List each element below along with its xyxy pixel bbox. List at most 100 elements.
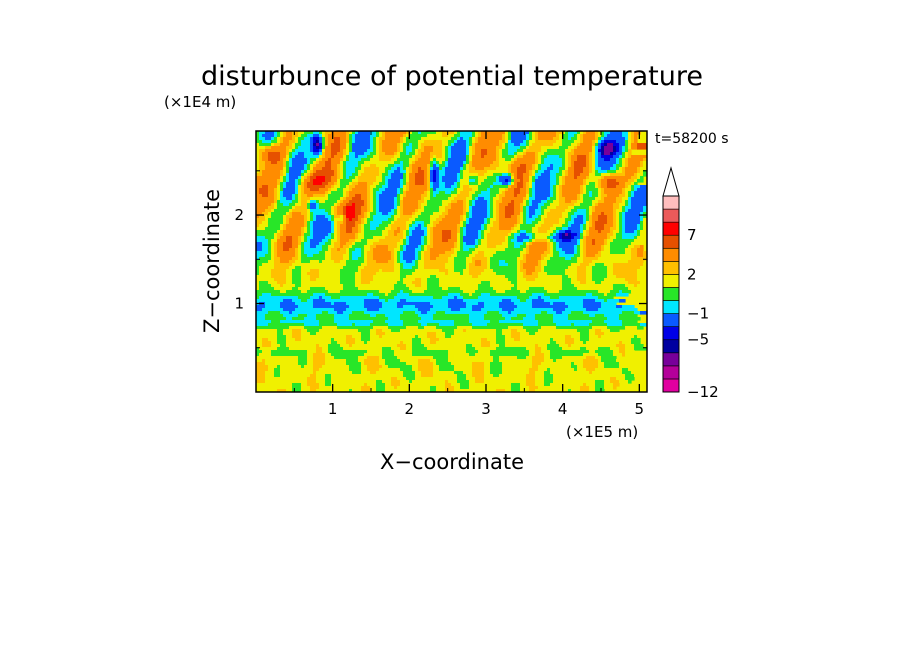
contour-cell [292,152,299,156]
contour-cell [454,323,473,327]
contour-cell [559,197,566,201]
contour-cell [421,248,425,252]
contour-cell [325,380,332,384]
contour-cell [262,308,284,312]
contour-cell [397,209,401,213]
contour-cell [442,167,446,171]
contour-cell [547,206,557,210]
contour-cell [286,335,293,339]
contour-cell [256,317,266,321]
contour-cell [568,233,572,237]
contour-cell [271,251,275,255]
contour-cell [286,317,293,321]
contour-cell [436,332,446,336]
contour-cell [370,338,413,342]
x-tick-label: 4 [558,400,568,418]
contour-cell [400,161,404,165]
contour-cell [523,155,536,159]
contour-cell [415,335,419,339]
contour-cell [406,167,410,171]
contour-cell [598,335,602,339]
contour-cell [493,356,500,360]
contour-cell [517,176,524,180]
contour-cell [589,338,632,342]
contour-cell [421,152,431,156]
contour-cell [589,389,596,392]
contour-cell [553,320,593,324]
contour-cell [361,239,368,243]
contour-cell [604,383,614,387]
contour-cell [451,200,458,204]
contour-cell [376,386,386,390]
contour-cell [529,353,536,357]
contour-cell [481,227,485,231]
contour-cell [502,134,506,138]
contour-cell [421,257,425,261]
contour-cell [472,155,482,159]
contour-cell [406,176,410,180]
contour-cell [583,311,623,315]
contour-cell [559,188,563,192]
contour-cell [376,206,380,210]
contour-cell [586,182,590,186]
contour-cell [523,254,527,258]
contour-cell [559,167,566,171]
contour-cell [256,137,260,141]
contour-cell [328,197,341,201]
contour-cell [478,245,488,249]
contour-cell [277,161,284,165]
contour-cell [547,290,560,294]
contour-cell [523,185,527,189]
contour-cell [574,176,578,180]
contour-cell [295,266,302,270]
contour-cell [457,227,461,231]
contour-cell [265,215,272,219]
contour-cell [517,278,527,282]
contour-cell [286,182,296,186]
contour-cell [472,344,482,348]
contour-cell [631,206,644,210]
contour-cell [469,176,479,180]
contour-cell [346,173,353,177]
contour-cell [535,224,542,228]
contour-cell [406,182,410,186]
contour-cell [427,287,443,291]
contour-cell [547,155,560,159]
contour-cell [412,266,419,270]
contour-cell [496,152,500,156]
contour-cell [400,251,404,255]
contour-cell [517,314,527,318]
contour-cell [358,131,371,135]
contour-cell [340,281,356,285]
contour-cell [568,158,572,162]
contour-cell [613,212,617,216]
contour-cell [313,302,332,306]
contour-cell [592,371,623,375]
contour-cell [628,185,632,189]
contour-cell [448,209,464,213]
contour-cell [277,338,287,342]
contour-cell [343,149,347,153]
contour-cell [595,167,602,171]
contour-cell [583,137,596,141]
contour-cell [490,266,518,270]
contour-cell [595,356,602,360]
contour-cell [535,176,539,180]
contour-cell [448,299,464,303]
contour-cell [538,329,578,333]
contour-cell [271,350,308,354]
contour-cell [340,158,344,162]
contour-cell [457,191,461,195]
contour-cell [271,242,275,246]
contour-cell [466,242,476,246]
contour-cell [520,338,551,342]
contour-cell [400,209,404,213]
contour-cell [520,254,524,258]
contour-cell [382,191,398,195]
contour-cell [427,179,431,183]
contour-cell [583,182,587,186]
contour-cell [289,140,296,144]
contour-cell [331,353,365,357]
contour-cell [379,167,386,171]
contour-cell [364,218,368,222]
